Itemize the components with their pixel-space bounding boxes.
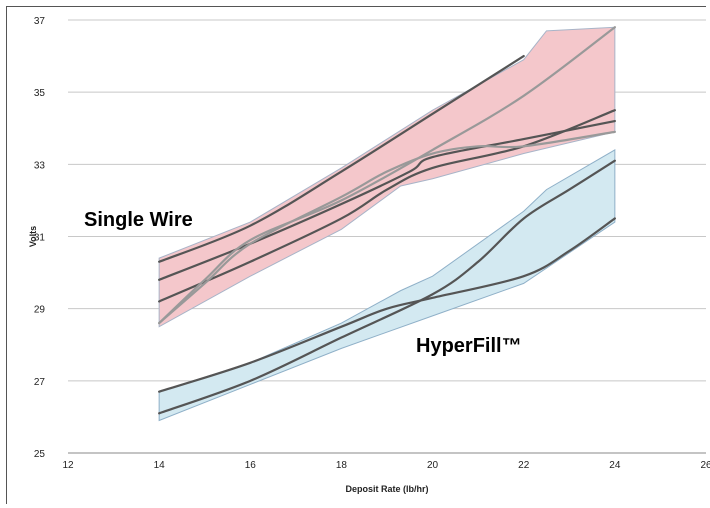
series-line xyxy=(158,217,616,393)
y-tick-labels: 25 27 29 31 33 35 37 xyxy=(34,16,46,460)
y-tick-label: 31 xyxy=(34,233,46,244)
band-layer xyxy=(158,26,616,422)
hyperfill-label: HyperFill™ xyxy=(416,335,522,357)
series-line xyxy=(158,159,616,415)
y-tick-label: 35 xyxy=(34,88,46,99)
single-wire-label: Single Wire xyxy=(84,209,193,231)
x-tick-label: 14 xyxy=(154,460,166,471)
x-tick-label: 18 xyxy=(336,460,348,471)
y-tick-label: 29 xyxy=(34,305,46,316)
x-axis-title: Deposit Rate (lb/hr) xyxy=(345,484,428,494)
line-layer xyxy=(158,26,616,415)
x-tick-label: 16 xyxy=(245,460,257,471)
x-tick-label: 12 xyxy=(62,460,74,471)
band-1 xyxy=(158,149,616,422)
y-tick-label: 37 xyxy=(34,16,46,27)
y-axis-title: Volts xyxy=(28,226,38,247)
x-tick-label: 26 xyxy=(700,460,710,471)
chart-frame xyxy=(6,6,706,504)
x-tick-label: 22 xyxy=(518,460,530,471)
series-line xyxy=(158,26,616,325)
x-tick-label: 20 xyxy=(427,460,439,471)
y-tick-label: 25 xyxy=(34,449,46,460)
y-tick-label: 27 xyxy=(34,377,46,388)
series-line xyxy=(158,130,616,325)
x-tick-label: 24 xyxy=(609,460,621,471)
x-tick-labels: 12 14 16 18 20 22 24 26 xyxy=(62,460,710,471)
series-line xyxy=(158,54,525,263)
y-tick-label: 33 xyxy=(34,160,46,171)
